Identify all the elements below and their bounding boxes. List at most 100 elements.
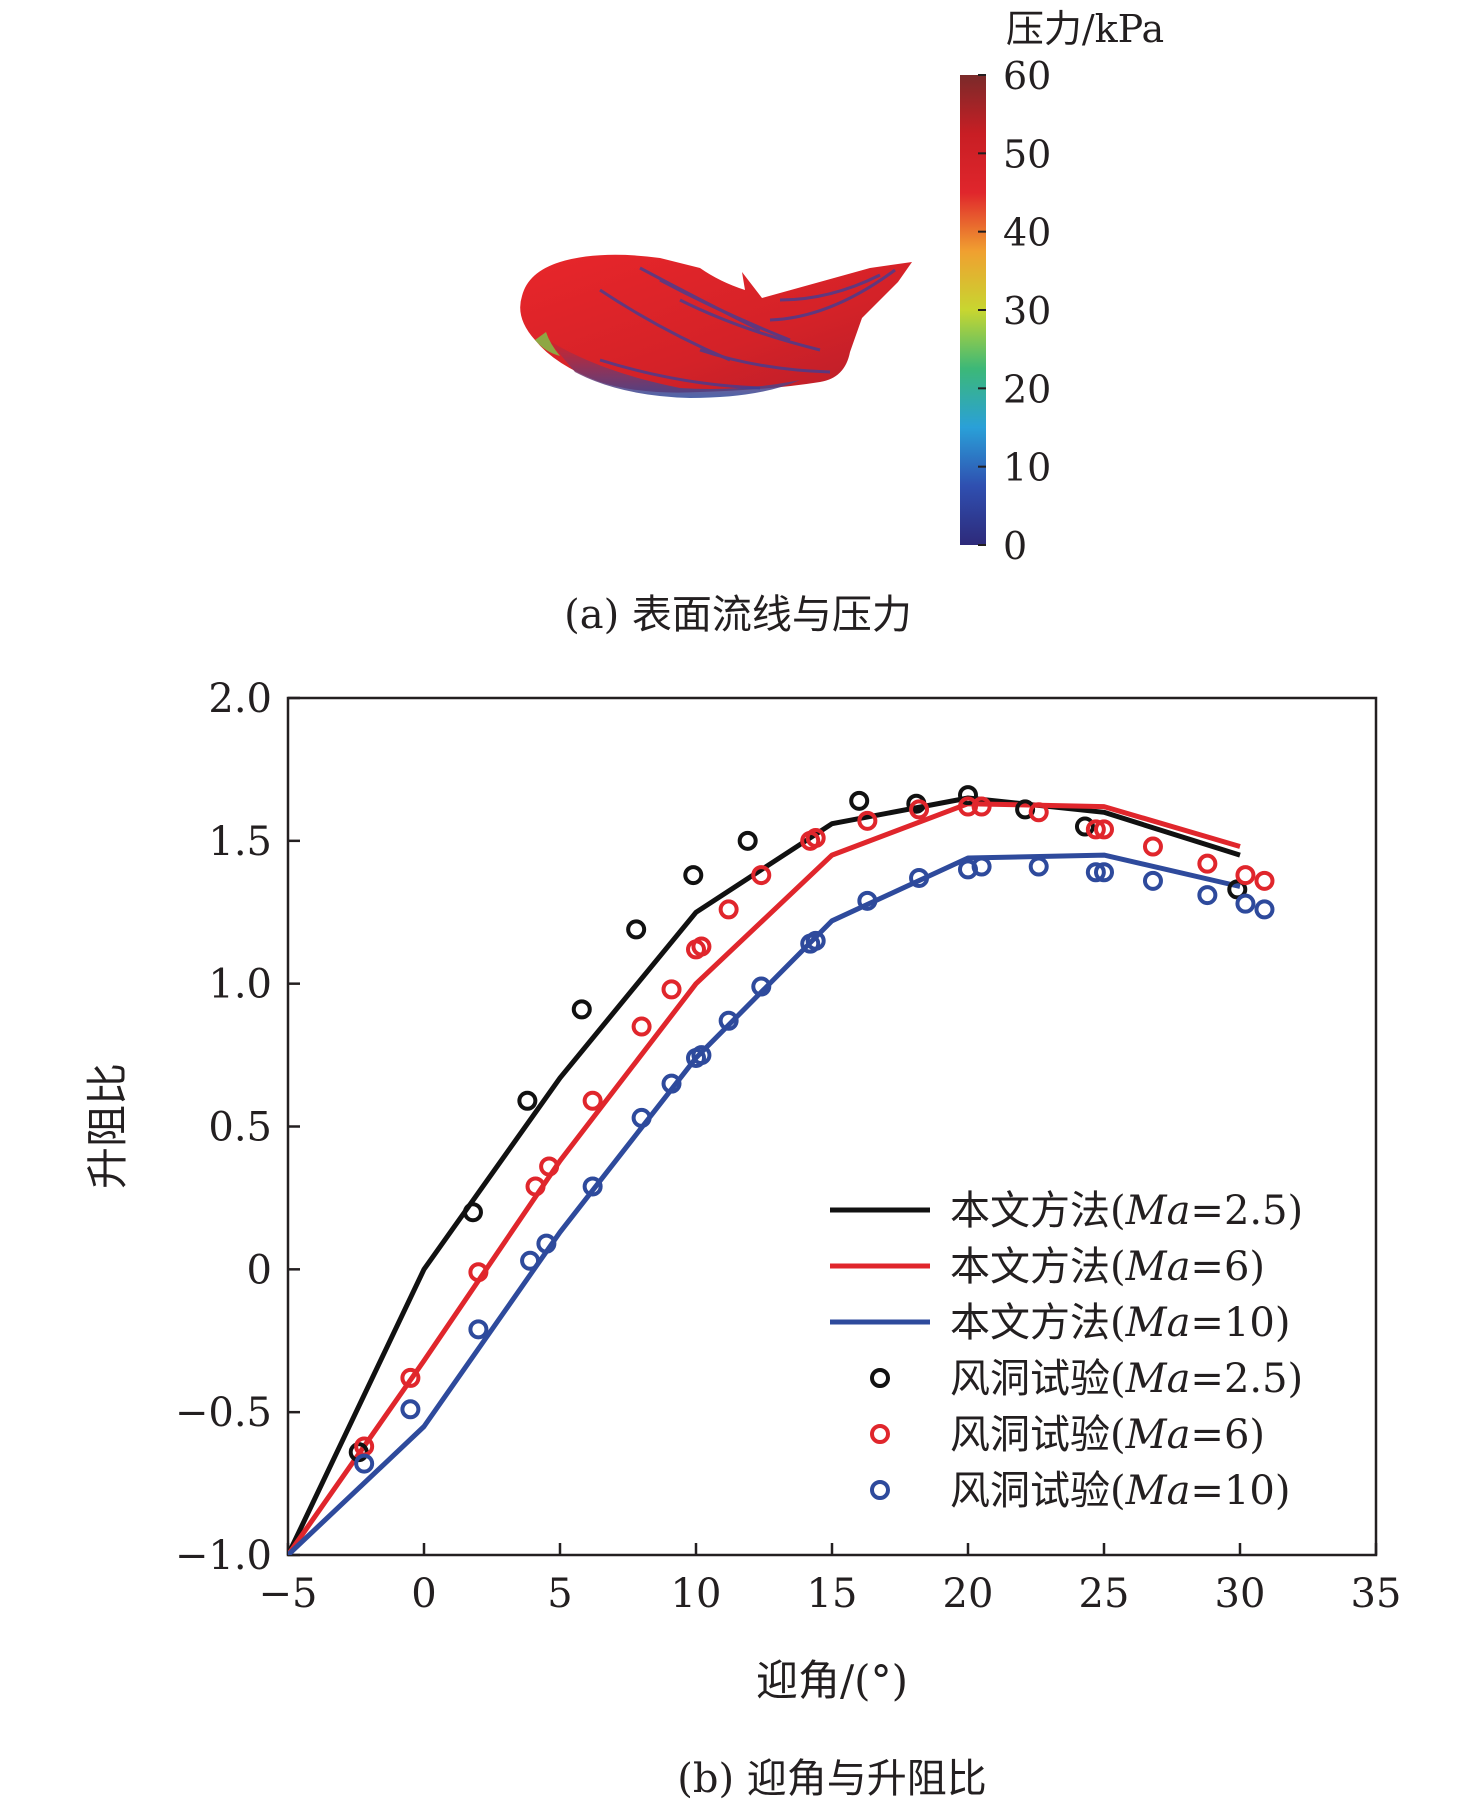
- data-point-3: [971, 856, 992, 877]
- caption-panel-b: (b) 迎角与升阻比: [677, 1756, 987, 1801]
- data-point-1: [958, 785, 978, 806]
- legend-label: 风洞试验(Ma=6): [950, 1412, 1265, 1458]
- data-point-3: [661, 1073, 682, 1094]
- data-point-2: [691, 936, 712, 957]
- data-point-3: [718, 1010, 739, 1031]
- data-point-3: [468, 1319, 489, 1340]
- data-point-2: [1085, 819, 1106, 840]
- data-point-3: [400, 1399, 421, 1420]
- data-point-1: [1074, 816, 1095, 837]
- data-point-2: [1197, 853, 1218, 874]
- x-axis-label: 迎角/(°): [756, 1656, 908, 1705]
- data-point-3: [536, 1233, 557, 1254]
- x-tick-label: 25: [1079, 1571, 1130, 1617]
- legend-label: 本文方法(Ma=6): [950, 1244, 1265, 1290]
- colorbar-tick-label: 10: [1003, 446, 1051, 490]
- data-point-2: [751, 865, 772, 886]
- data-point-3: [354, 1453, 375, 1474]
- legend-label: 风洞试验(Ma=10): [950, 1468, 1290, 1514]
- x-tick-label: 0: [411, 1571, 436, 1617]
- y-tick-label: −1.0: [175, 1533, 272, 1579]
- colorbar-tick-label: 30: [1003, 289, 1051, 333]
- data-point-2: [718, 899, 739, 920]
- data-point-3: [1094, 862, 1114, 883]
- data-point-2: [525, 1176, 546, 1197]
- data-point-2: [805, 827, 826, 848]
- data-point-1: [1227, 879, 1248, 900]
- data-point-3: [1254, 899, 1275, 920]
- y-tick-label: −0.5: [175, 1390, 272, 1436]
- data-point-1: [737, 830, 758, 851]
- data-point-1: [462, 1202, 483, 1223]
- data-point-3: [1028, 856, 1049, 877]
- data-point-2: [1254, 870, 1275, 891]
- chart-plot-area: −5 0 5 10 15 20 25 30 35 −1.0 −0.5 0 0.5 1.0 1.5 2.0 本…: [175, 676, 1402, 1617]
- data-point-2: [582, 1090, 603, 1111]
- data-point-2: [400, 1367, 421, 1388]
- data-point-2: [1094, 819, 1114, 840]
- y-tick-label: 2.0: [208, 676, 272, 722]
- data-point-3: [1235, 893, 1256, 914]
- data-point-3: [805, 930, 826, 951]
- data-point-2: [661, 979, 682, 1000]
- colorbar-tick-label: 60: [1003, 54, 1051, 98]
- colorbar-tick-label: 0: [1003, 524, 1027, 568]
- x-tick-label: 15: [807, 1571, 858, 1617]
- x-tick-label: 35: [1351, 1571, 1402, 1617]
- data-point-3: [1197, 885, 1218, 906]
- series-line-2: [288, 801, 1241, 1555]
- y-tick-label: 0: [247, 1247, 272, 1293]
- x-axis: −5 0 5 10 15 20 25 30 35: [259, 1543, 1402, 1617]
- data-point-3: [1142, 870, 1163, 891]
- data-point-3: [520, 1250, 541, 1271]
- caption-panel-a: (a) 表面流线与压力: [564, 592, 912, 638]
- data-point-2: [958, 796, 978, 817]
- data-point-2: [1235, 865, 1256, 886]
- x-tick-label: −5: [259, 1571, 318, 1617]
- series-markers: [348, 785, 1275, 1474]
- data-point-3: [631, 1107, 652, 1128]
- data-point-1: [683, 865, 704, 886]
- colorbar-title: 压力/kPa: [1006, 7, 1164, 51]
- legend: 本文方法(Ma=2.5) 本文方法(Ma=6) 本文方法(Ma=10) 风洞试验(Ma…: [830, 1188, 1303, 1514]
- data-point-3: [909, 867, 930, 888]
- data-point-1: [849, 790, 870, 811]
- data-point-2: [857, 810, 878, 831]
- y-axis-label: 升阻比: [83, 1063, 132, 1189]
- legend-label: 风洞试验(Ma=2.5): [950, 1356, 1303, 1402]
- series-lines: [288, 795, 1241, 1555]
- data-point-2: [909, 799, 930, 820]
- vehicle-pressure-image: [520, 254, 912, 398]
- data-point-1: [517, 1090, 538, 1111]
- y-tick-label: 1.0: [208, 962, 272, 1008]
- data-point-3: [857, 890, 878, 911]
- y-tick-label: 1.5: [208, 819, 272, 865]
- data-point-2: [1142, 836, 1163, 857]
- data-point-3: [1085, 862, 1106, 883]
- data-point-2: [468, 1262, 489, 1283]
- data-point-1: [571, 999, 592, 1020]
- data-point-3: [582, 1176, 603, 1197]
- legend-label: 本文方法(Ma=10): [950, 1300, 1290, 1346]
- x-tick-label: 10: [671, 1571, 722, 1617]
- data-point-2: [971, 796, 992, 817]
- data-point-2: [539, 1156, 560, 1177]
- colorbar-tick-label: 40: [1003, 211, 1051, 255]
- data-point-2: [1028, 802, 1049, 823]
- legend-label: 本文方法(Ma=2.5): [950, 1188, 1303, 1234]
- data-point-1: [626, 919, 647, 940]
- legend-marker-swatch: [870, 1480, 890, 1500]
- legend-marker-swatch: [870, 1424, 890, 1444]
- legend-marker-swatch: [870, 1368, 890, 1388]
- y-tick-label: 0.5: [208, 1105, 272, 1151]
- series-line-3: [288, 852, 1241, 1555]
- y-axis: −1.0 −0.5 0 0.5 1.0 1.5 2.0: [175, 676, 300, 1579]
- colorbar-tick-label: 20: [1003, 367, 1051, 411]
- x-tick-label: 20: [943, 1571, 994, 1617]
- x-tick-label: 30: [1215, 1571, 1266, 1617]
- data-point-3: [751, 976, 772, 997]
- data-point-3: [691, 1045, 712, 1066]
- x-tick-label: 5: [547, 1571, 572, 1617]
- colorbar-tick-label: 50: [1003, 132, 1051, 176]
